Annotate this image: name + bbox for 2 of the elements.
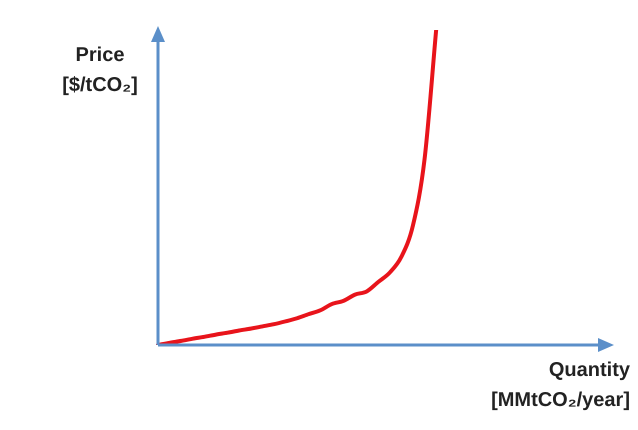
y-axis-title: Price [$/tCO₂] (61, 43, 139, 98)
x-axis-title: Quantity [MMtCO₂/year] (490, 358, 630, 413)
